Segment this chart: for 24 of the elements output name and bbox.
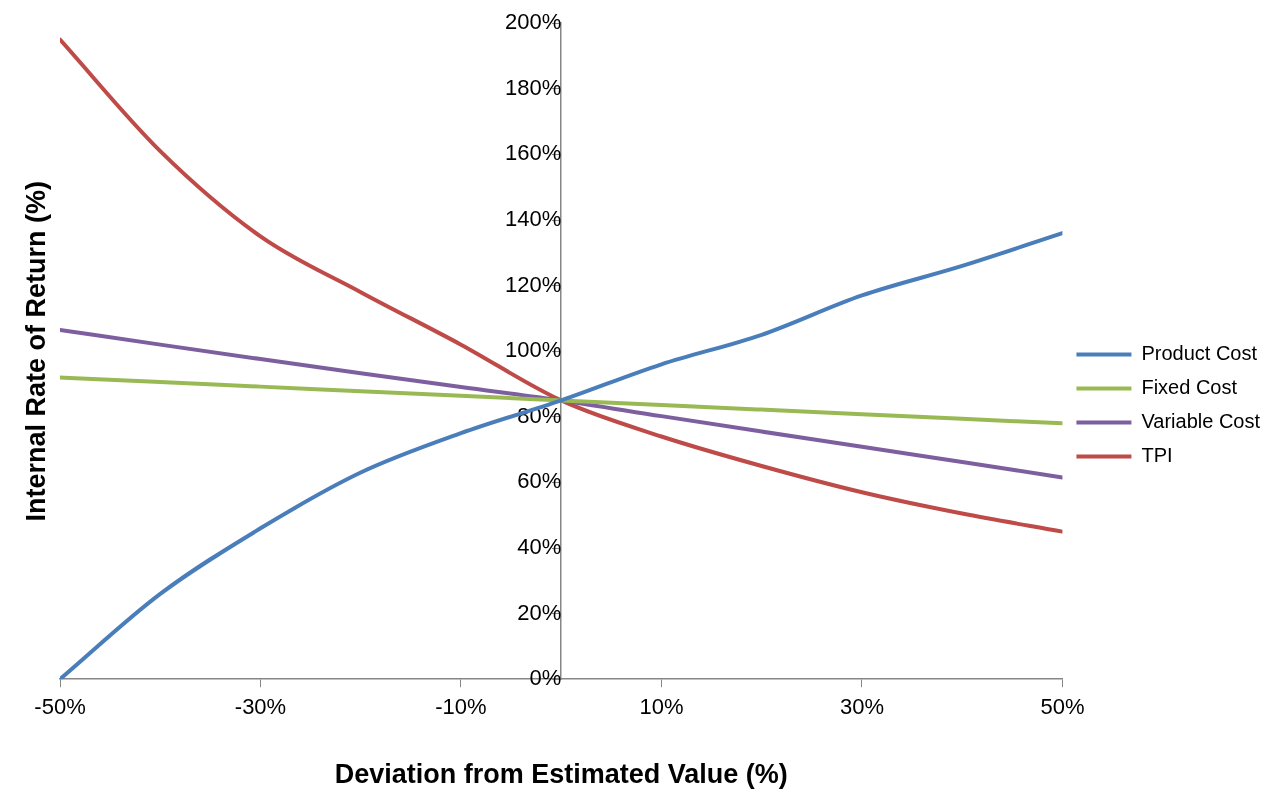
x-tick-label: -50% (34, 694, 86, 720)
line-series (60, 37, 1063, 534)
y-tick-label: 20% (517, 599, 562, 625)
y-tick-label: 100% (504, 337, 562, 363)
y-tick-label: 40% (517, 534, 562, 560)
x-tick-label: 10% (639, 694, 684, 720)
legend-label: TPI (1141, 444, 1173, 467)
x-tick-label: -30% (234, 694, 287, 720)
y-tick-label: 180% (504, 74, 562, 100)
y-tick-label: 160% (504, 140, 562, 166)
line-series (60, 375, 1063, 426)
x-tick-label: -10% (435, 694, 487, 720)
x-tick-label: 50% (1040, 694, 1085, 720)
y-axis-title: Internal Rate of Return (%) (21, 180, 52, 522)
legend-label: Product Cost (1141, 342, 1258, 365)
y-tick-label: 140% (504, 206, 562, 232)
x-axis-title: Deviation from Estimated Value (%) (334, 759, 788, 790)
y-tick-label: 200% (504, 9, 562, 35)
y-tick-label: 60% (517, 468, 562, 494)
legend-label: Variable Cost (1141, 410, 1261, 433)
y-tick-label: 120% (504, 271, 562, 297)
x-tick-label: 30% (839, 694, 884, 720)
legend-label: Fixed Cost (1141, 376, 1238, 399)
y-tick-label: 0% (529, 665, 562, 691)
